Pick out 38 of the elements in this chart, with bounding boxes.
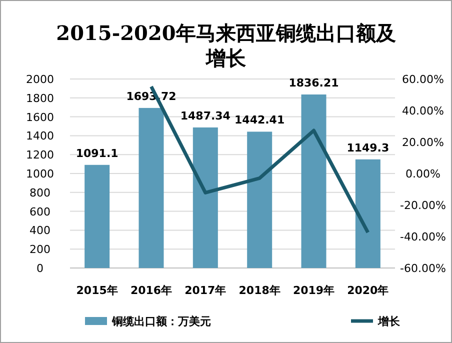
y2-tick-label: -60.00% (400, 262, 446, 275)
x-tick-label: 2020年 (347, 284, 389, 297)
x-tick-label: 2019年 (292, 284, 335, 297)
data-label: 1487.34 (180, 109, 231, 122)
y2-tick-label: 40.00% (402, 104, 444, 118)
y-tick-label: 1800 (26, 92, 54, 105)
data-label: 1442.41 (234, 114, 285, 127)
bar (247, 132, 272, 268)
y2-tick-label: 20.00% (402, 136, 444, 149)
y-tick-label: 1400 (26, 130, 54, 143)
bar (84, 164, 110, 268)
x-tick-label: 2017年 (184, 284, 226, 297)
y-tick-label: 1600 (26, 110, 54, 124)
x-tick-label: 2016年 (130, 284, 172, 297)
bar (355, 159, 380, 268)
y-tick-label: 0 (36, 262, 44, 275)
y-tick-label: 600 (30, 205, 50, 218)
title: 2015-2020年马来西亚铜缆出口额及增长 (56, 21, 396, 70)
bar (301, 94, 326, 268)
legend-label: 铜缆出口额：万美元 (111, 315, 211, 328)
y-tick-label: 1000 (26, 168, 54, 180)
y-tick-label: 1200 (26, 148, 54, 162)
y-tick-label: 2000 (26, 73, 54, 86)
legend-label: 增长 (377, 315, 401, 328)
y2-tick-label: 0.00% (406, 168, 440, 180)
data-label: 1091.1 (76, 146, 118, 160)
y2-tick-label: -20.00% (400, 199, 446, 212)
y2-tick-label: 60.00% (402, 73, 444, 86)
data-label: 1836.21 (288, 76, 339, 90)
y-tick-label: 800 (30, 186, 50, 200)
y-tick-label: 400 (30, 224, 50, 238)
x-tick-label: 2018年 (238, 284, 280, 297)
y2-tick-label: -40.00% (400, 230, 446, 244)
y-tick-label: 200 (30, 243, 50, 256)
bar (192, 127, 218, 268)
data-label: 1149.3 (346, 141, 390, 154)
bar (138, 108, 164, 268)
x-tick-label: 2015年 (76, 284, 118, 297)
